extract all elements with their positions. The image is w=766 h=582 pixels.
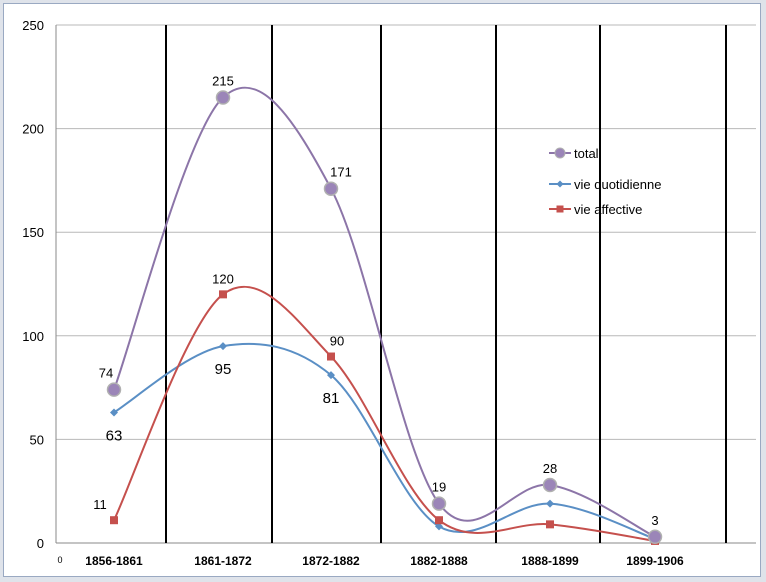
point-total: [106, 382, 122, 397]
data-label-vie-affective: 11: [93, 497, 107, 512]
y-tick-label: 100: [22, 329, 44, 344]
x-origin-label: 0: [57, 555, 62, 565]
x-category-label: 1899-1906: [626, 554, 684, 568]
data-label-vie-quotidienne: 95: [215, 361, 232, 378]
point-vie-affective: [327, 352, 335, 361]
point-vie-quotidienne: [546, 499, 554, 508]
point-total: [215, 90, 231, 105]
data-label-total: 171: [330, 165, 352, 180]
data-label-vie-quotidienne: 81: [323, 390, 340, 407]
legend-label-total: total: [574, 146, 599, 161]
data-label-total: 19: [432, 480, 446, 495]
x-category-label: 1872-1882: [302, 554, 360, 568]
point-total: [647, 529, 663, 545]
x-category-label: 1861-1872: [194, 554, 252, 568]
x-category-label: 1888-1899: [521, 554, 579, 568]
data-label-vie-affective: 90: [330, 334, 344, 349]
point-vie-quotidienne: [110, 408, 118, 417]
point-vie-quotidienne: [327, 371, 335, 380]
legend-marker-vie-affective: [556, 205, 564, 213]
y-tick-label: 0: [37, 536, 44, 551]
legend-marker-vie-quotidienne: [556, 180, 564, 188]
point-vie-affective: [110, 516, 118, 525]
legend-label-vie-affective: vie affective: [574, 202, 642, 217]
y-tick-label: 150: [22, 225, 44, 240]
legend-marker-total: [554, 147, 566, 159]
series-line-vie-affective: [113, 285, 656, 542]
point-vie-quotidienne: [219, 342, 227, 351]
point-total: [431, 496, 447, 511]
point-vie-quotidienne: [435, 522, 443, 531]
data-label-total: 215: [212, 74, 234, 89]
data-label-vie-quotidienne: 63: [106, 427, 123, 444]
point-vie-affective: [219, 290, 227, 299]
data-label-vie-affective: 120: [212, 271, 234, 286]
chart-frame: 0 50 100 150 200 250 0 1856-1861 1861-1872 1872-1…: [3, 3, 761, 577]
data-label-total: 3: [651, 513, 658, 528]
point-total: [542, 477, 558, 493]
x-category-label: 1856-1861: [85, 554, 143, 568]
point-total: [323, 181, 339, 196]
x-category-label: 1882-1888: [410, 554, 468, 568]
legend-label-vie-quotidienne: vie quotidienne: [574, 177, 661, 192]
data-label-total: 74: [99, 366, 113, 381]
y-tick-label: 50: [30, 432, 44, 447]
point-vie-affective: [546, 520, 554, 529]
chart-canvas: 0 50 100 150 200 250 0 1856-1861 1861-1872 1872-1…: [22, 18, 756, 568]
y-tick-label: 250: [22, 18, 44, 33]
data-label-total: 28: [543, 461, 557, 476]
y-tick-label: 200: [22, 122, 44, 137]
point-vie-affective: [435, 516, 443, 525]
